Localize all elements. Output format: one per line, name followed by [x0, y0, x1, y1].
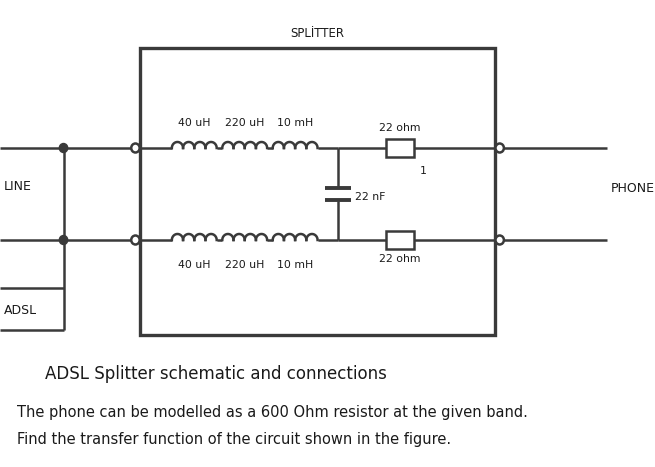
Text: 1: 1: [419, 166, 426, 176]
Text: ADSL: ADSL: [4, 304, 37, 317]
Text: 220 uH: 220 uH: [225, 118, 265, 128]
Text: The phone can be modelled as a 600 Ohm resistor at the given band.: The phone can be modelled as a 600 Ohm r…: [17, 405, 528, 420]
Text: ADSL Splitter schematic and connections: ADSL Splitter schematic and connections: [45, 365, 386, 383]
Bar: [386, 231, 414, 249]
Circle shape: [60, 235, 67, 245]
Text: 22 nF: 22 nF: [355, 192, 385, 202]
Circle shape: [131, 235, 140, 245]
Text: 220 uH: 220 uH: [225, 260, 265, 270]
Circle shape: [495, 235, 504, 245]
Circle shape: [131, 143, 140, 153]
Text: LINE: LINE: [4, 179, 31, 192]
Text: 22 ohm: 22 ohm: [379, 123, 421, 133]
Text: PHONE: PHONE: [611, 183, 655, 196]
Text: SPLİTTER: SPLİTTER: [291, 27, 345, 40]
Text: 40 uH: 40 uH: [178, 260, 210, 270]
Text: 40 uH: 40 uH: [178, 118, 210, 128]
Text: 10 mH: 10 mH: [277, 260, 313, 270]
Text: Find the transfer function of the circuit shown in the figure.: Find the transfer function of the circui…: [17, 432, 451, 447]
Bar: [386, 139, 414, 157]
Circle shape: [495, 143, 504, 153]
Text: 22 ohm: 22 ohm: [379, 254, 421, 264]
Circle shape: [60, 143, 67, 153]
Text: 10 mH: 10 mH: [277, 118, 313, 128]
Bar: [140, 48, 495, 335]
